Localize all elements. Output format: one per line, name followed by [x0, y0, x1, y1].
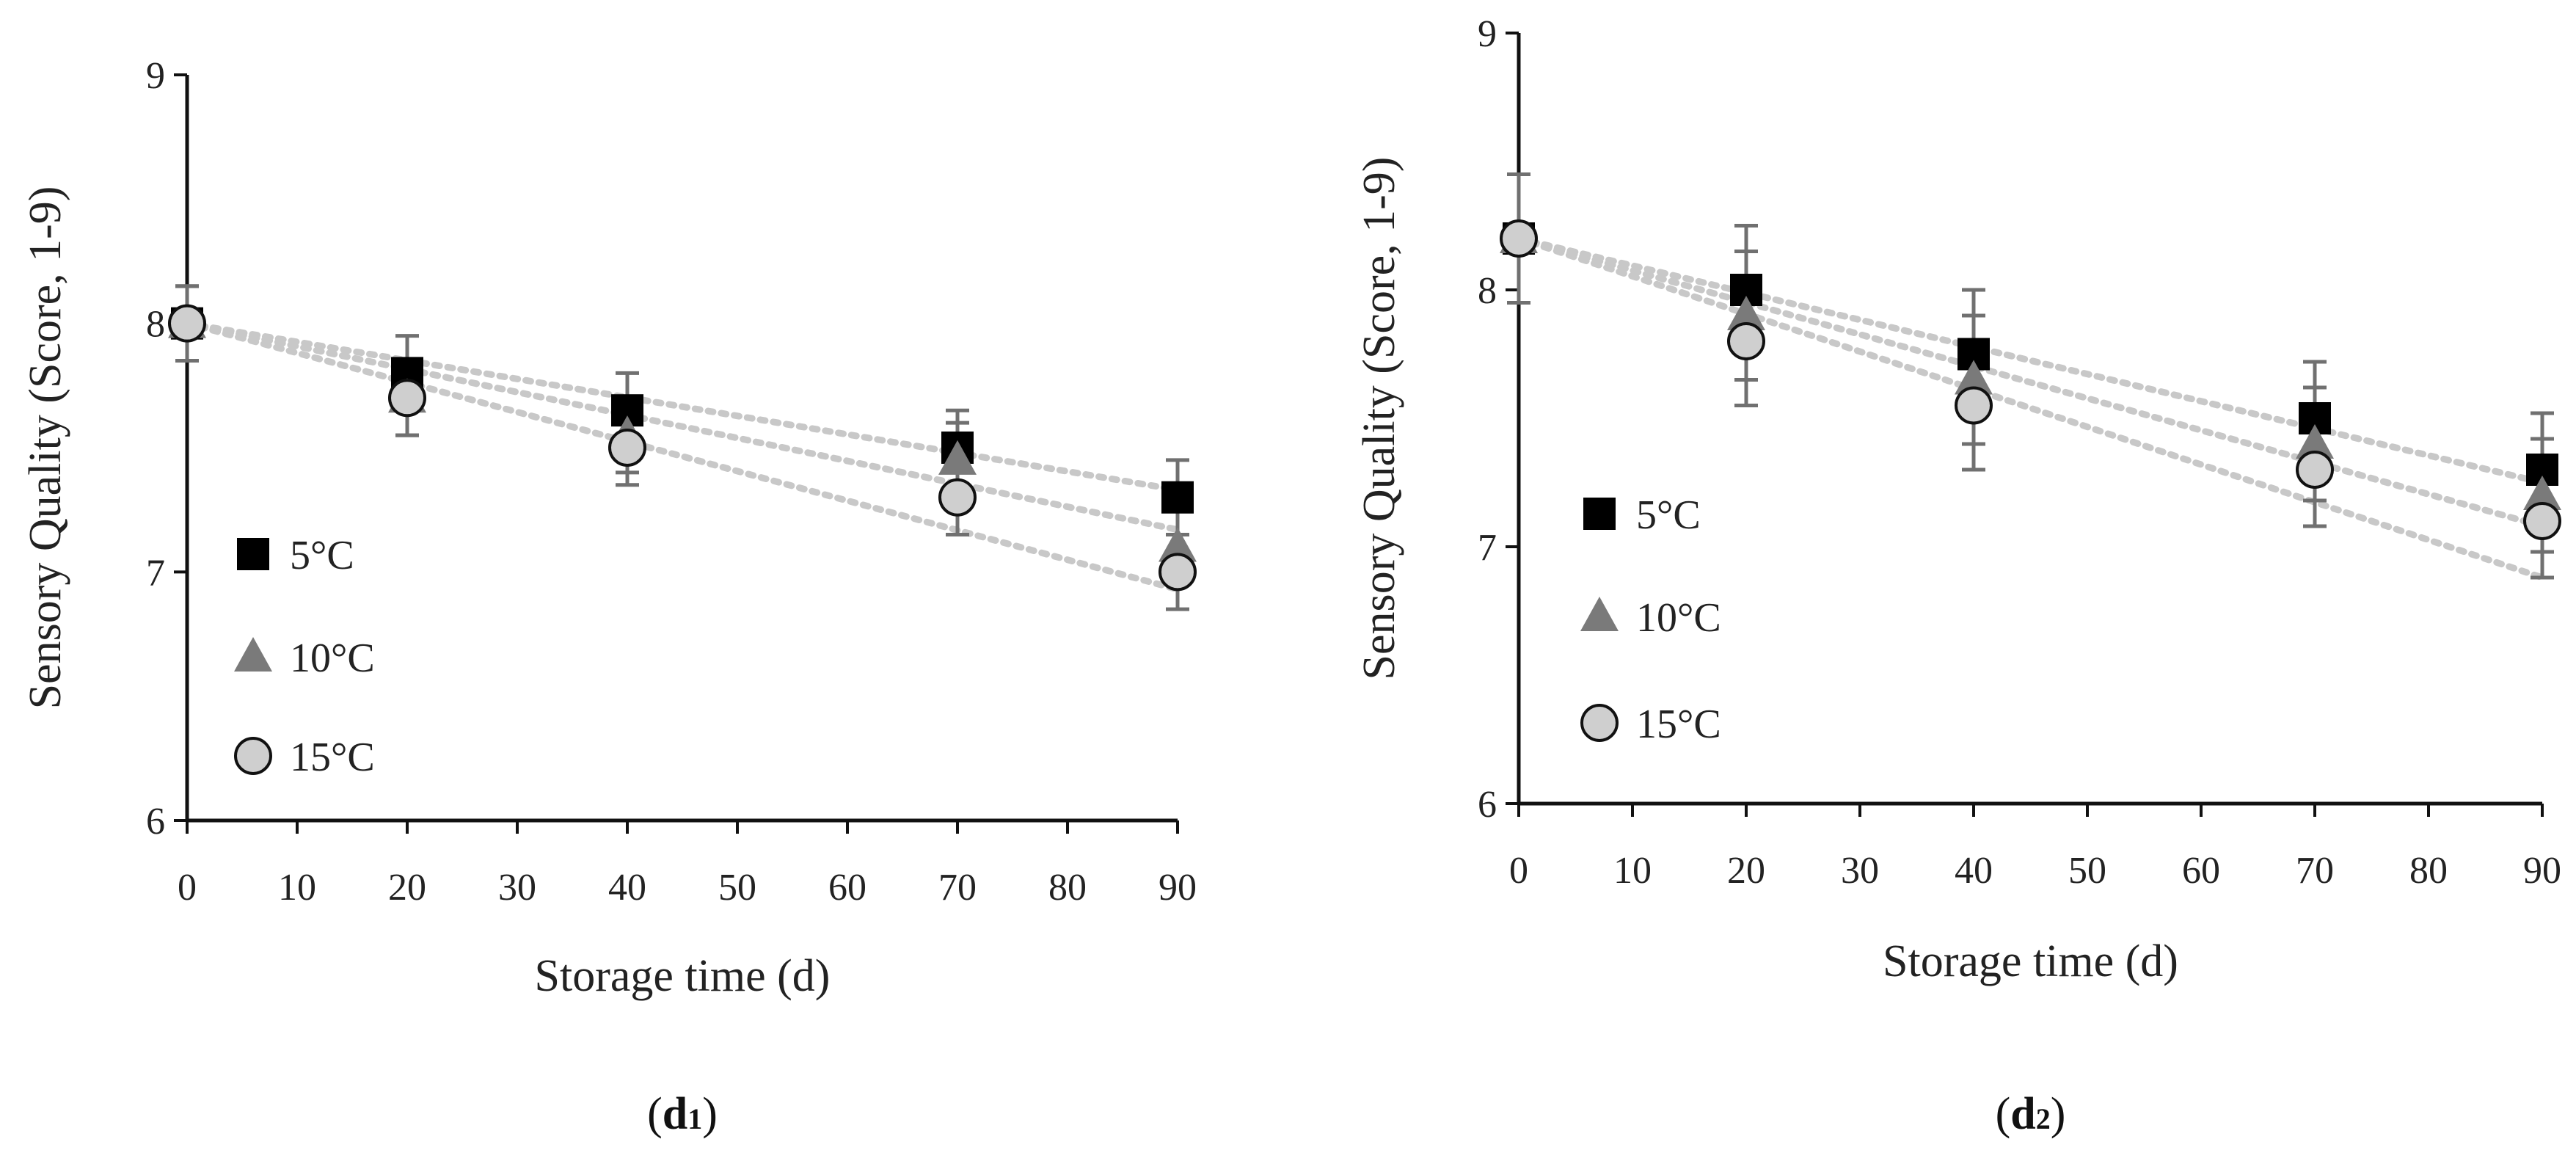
legend-marker-circle [234, 737, 272, 775]
data-point-triangle [1727, 296, 1765, 330]
data-point-circle [608, 429, 646, 467]
y-axis-title: Sensory Quality (Score, 1-9) [21, 186, 70, 710]
data-point-circle [938, 478, 977, 517]
x-tick-label: 50 [718, 867, 756, 909]
x-tick-label: 70 [2296, 850, 2334, 892]
data-point-triangle [2523, 476, 2561, 510]
x-tick-label: 60 [2182, 850, 2220, 892]
x-tick-label: 20 [1727, 850, 1765, 892]
trend-line [1515, 235, 2546, 486]
data-point-triangle [1159, 527, 1197, 562]
y-tick-label: 9 [146, 55, 165, 97]
panel-subscript: 1 [687, 1102, 702, 1135]
panel-label: (d1) [647, 1089, 718, 1139]
y-axis-title: Sensory Quality (Score, 1-9) [1354, 157, 1404, 680]
legend-label: 10°C [290, 636, 375, 681]
trend-line [183, 320, 1181, 593]
data-point-circle [2296, 451, 2334, 489]
x-tick-label: 80 [2409, 850, 2448, 892]
x-tick-label: 40 [608, 867, 646, 909]
x-tick-label: 90 [1159, 867, 1197, 909]
legend-label: 10°C [1636, 595, 1721, 641]
legend-marker-triangle [234, 637, 272, 672]
y-tick-label: 8 [1478, 270, 1497, 312]
x-tick-label: 40 [1955, 850, 1993, 892]
x-tick-label: 50 [2068, 850, 2106, 892]
data-point-circle [388, 379, 426, 418]
y-tick-label: 6 [1478, 784, 1497, 826]
x-tick-label: 70 [938, 867, 977, 909]
x-axis-title: Storage time (d) [535, 951, 831, 1001]
y-tick-label: 7 [146, 552, 165, 594]
trend-line [183, 320, 1181, 534]
x-tick-label: 20 [388, 867, 426, 909]
data-point-circle [168, 304, 206, 343]
x-tick-label: 10 [1613, 850, 1652, 892]
legend-label: 15°C [290, 735, 375, 780]
data-point-triangle [938, 440, 977, 475]
x-tick-label: 0 [178, 867, 197, 909]
trend-line [1515, 235, 2546, 530]
data-point-circle [2523, 502, 2561, 540]
x-tick-label: 90 [2523, 850, 2561, 892]
legend-label: 5°C [1636, 492, 1701, 538]
x-axis-title: Storage time (d) [1883, 936, 2178, 986]
x-tick-label: 10 [278, 867, 316, 909]
panel-letter: d [2010, 1089, 2035, 1139]
panel-subscript: 2 [2036, 1102, 2051, 1135]
x-tick-label: 0 [1509, 850, 1528, 892]
data-point-circle [1955, 386, 1993, 425]
x-tick-label: 30 [1841, 850, 1879, 892]
panel-letter: d [663, 1089, 687, 1139]
legend-label: 15°C [1636, 702, 1721, 747]
data-point-triangle [2296, 424, 2334, 459]
y-tick-label: 6 [146, 801, 165, 843]
legend-marker-circle [1580, 704, 1619, 742]
legend-marker-square [237, 538, 269, 570]
data-point-square [1161, 481, 1194, 514]
data-point-circle [1159, 553, 1197, 592]
data-point-circle [1500, 219, 1538, 258]
legend-label: 5°C [290, 533, 354, 578]
data-point-triangle [1955, 360, 1993, 395]
data-point-circle [1727, 322, 1765, 360]
x-tick-label: 30 [498, 867, 536, 909]
y-tick-label: 8 [146, 304, 165, 346]
x-tick-label: 80 [1048, 867, 1087, 909]
panel-label: (d2) [1996, 1089, 2066, 1139]
x-tick-label: 60 [828, 867, 866, 909]
legend-marker-triangle [1580, 597, 1619, 631]
trend-line [183, 320, 1181, 494]
y-tick-label: 9 [1478, 13, 1497, 55]
trend-line [1515, 235, 2546, 581]
legend-marker-square [1583, 498, 1616, 530]
y-tick-label: 7 [1478, 527, 1497, 569]
